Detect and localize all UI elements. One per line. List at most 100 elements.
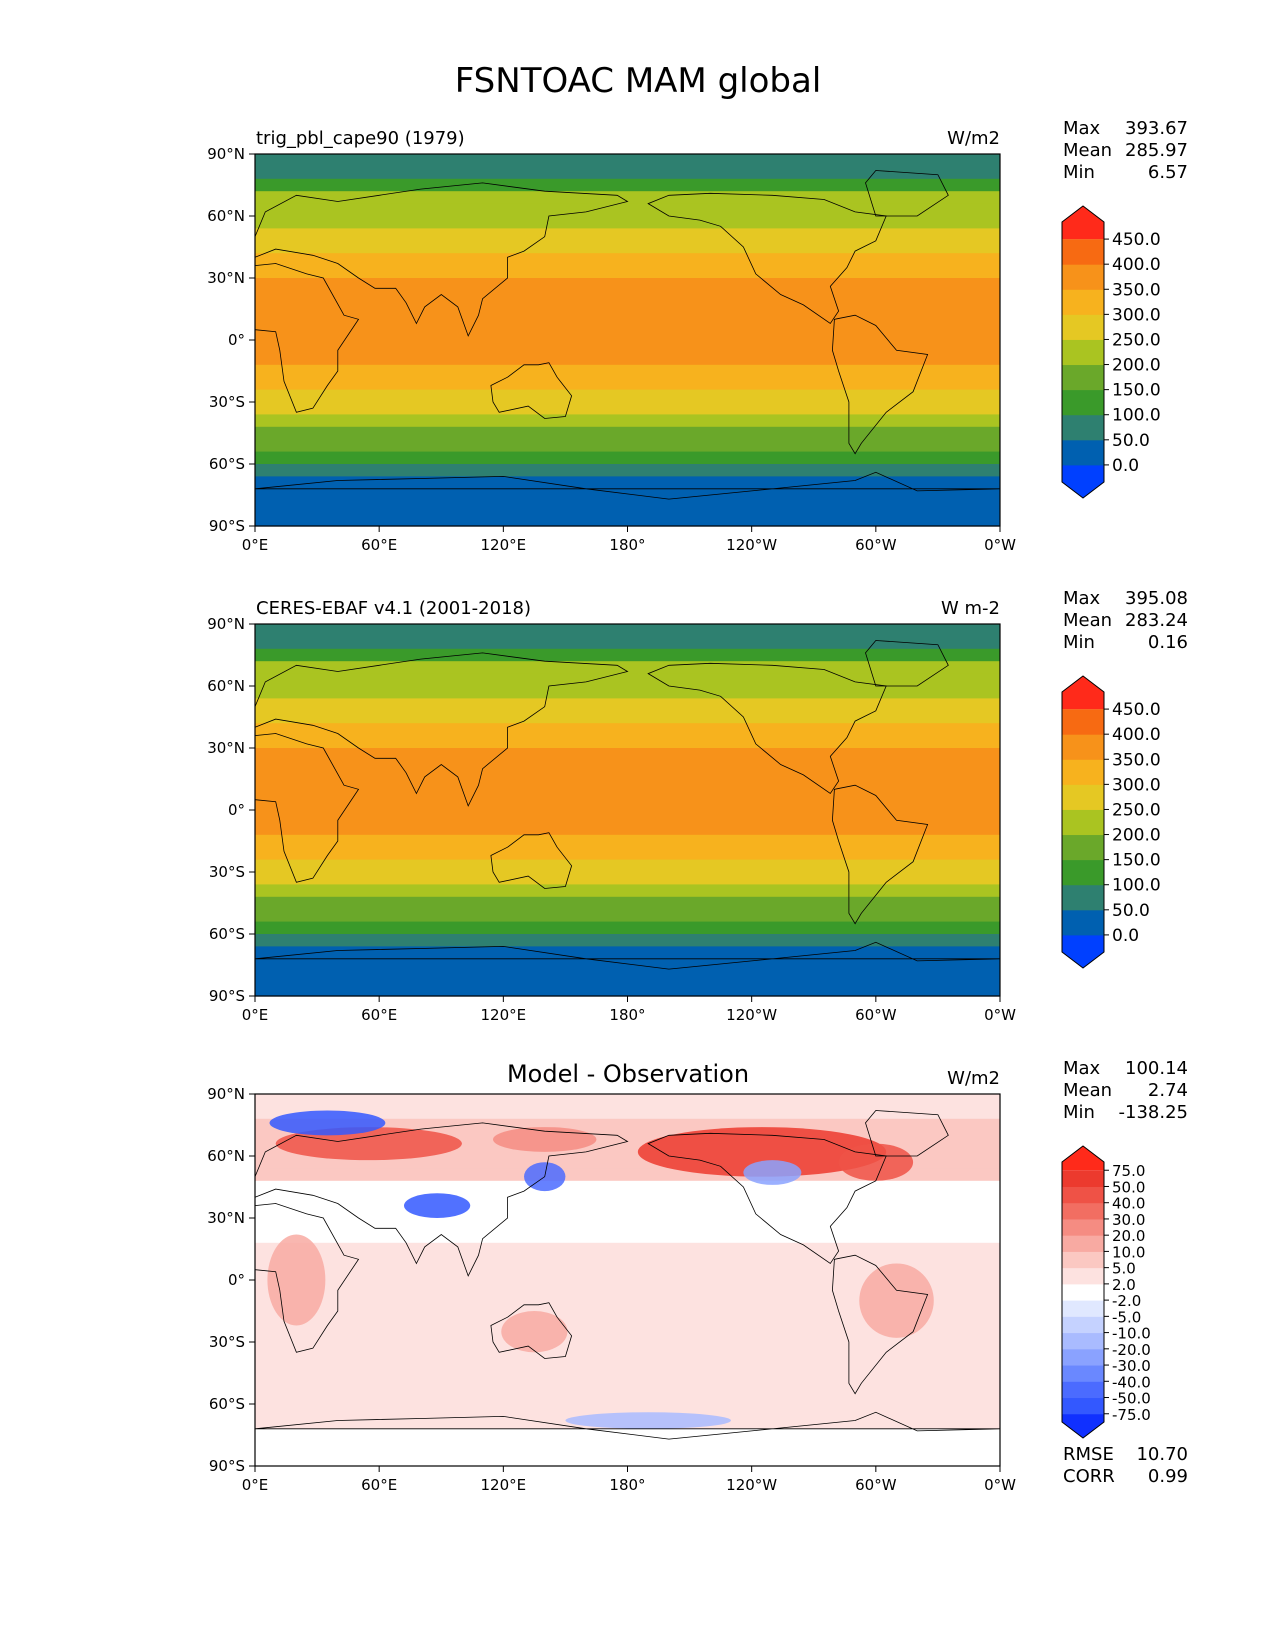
colorbar-label: 450.0	[1112, 230, 1161, 250]
coastline	[254, 182, 629, 337]
field-band	[255, 1292, 1000, 1306]
stat-value: 0.16	[1148, 632, 1188, 653]
colorbar-cell	[1062, 339, 1104, 366]
colorbar-cell	[1062, 809, 1104, 836]
bias-region	[838, 1143, 914, 1181]
colorbar-label: 50.0	[1112, 431, 1150, 451]
coastlines	[254, 640, 1001, 970]
colorbar-label: 300.0	[1112, 305, 1161, 325]
field-band	[255, 1453, 1000, 1467]
lat-tick-label: 30°N	[207, 269, 245, 287]
field-band	[255, 476, 1000, 490]
field-band	[255, 983, 1000, 997]
field-band	[255, 1205, 1000, 1219]
lon-tick-label: 120°W	[726, 1476, 777, 1494]
coastline	[254, 471, 1001, 500]
field-band	[255, 636, 1000, 650]
colorbar-label: 300.0	[1112, 775, 1161, 795]
lat-tick-label: 0°	[228, 1271, 245, 1289]
bias-region	[267, 1234, 326, 1326]
field-band	[255, 1218, 1000, 1231]
colorbar-cell	[1062, 909, 1104, 936]
coastline	[831, 314, 929, 455]
footer-stat-label: CORR	[1063, 1466, 1115, 1487]
stat-label: Mean	[1063, 610, 1112, 631]
field-band	[255, 896, 1000, 910]
colorbar-cell	[1062, 1397, 1104, 1415]
field-band	[255, 389, 1000, 403]
lat-tick-label: 60°N	[207, 677, 245, 695]
panel-units: W/m2	[947, 1068, 1000, 1089]
colorbar-label: 0.0	[1112, 926, 1139, 946]
field-band	[255, 822, 1000, 836]
colorbar-cell	[1062, 1235, 1104, 1252]
colorbar-cell	[1062, 1413, 1104, 1438]
field-band	[255, 178, 1000, 192]
stat-label: Mean	[1063, 140, 1112, 161]
footer-stat-value: 0.99	[1148, 1466, 1188, 1487]
colorbar-cell	[1062, 206, 1104, 240]
colorbar-label: 30.0	[1112, 1211, 1145, 1229]
panel-units: W m-2	[941, 598, 1000, 619]
field-band	[255, 1404, 1000, 1417]
colorbar-cell	[1062, 1283, 1104, 1301]
field-band	[255, 240, 1000, 254]
field-band	[255, 1118, 1000, 1132]
stat-label: Min	[1063, 1102, 1095, 1123]
field-band	[255, 698, 1000, 712]
lat-tick-label: 90°S	[209, 1457, 245, 1475]
lon-tick-label: 0°W	[984, 536, 1016, 554]
bias-region	[404, 1193, 471, 1218]
colorbar-cell	[1062, 1300, 1104, 1317]
lon-tick-label: 60°E	[361, 1476, 397, 1494]
field-band	[255, 1255, 1000, 1269]
field-band	[255, 859, 1000, 873]
colorbar-label: 400.0	[1112, 725, 1161, 745]
field-band	[255, 946, 1000, 960]
lon-tick-label: 120°W	[726, 1006, 777, 1024]
lon-tick-label: 60°W	[855, 1476, 897, 1494]
figure-title: FSNTOAC MAM global	[455, 61, 822, 101]
colorbar-label: 350.0	[1112, 750, 1161, 770]
colorbar-cell	[1062, 1218, 1104, 1236]
colorbar-outline	[1061, 675, 1105, 969]
field-band	[255, 1366, 1000, 1380]
field-band	[255, 278, 1000, 291]
lat-tick-label: 30°S	[209, 393, 245, 411]
lon-tick-label: 60°W	[855, 536, 897, 554]
colorbar-label: -2.0	[1112, 1292, 1141, 1310]
coastline	[647, 1132, 887, 1265]
footer-stat-value: 10.70	[1136, 1444, 1188, 1465]
panel-title: CERES-EBAF v4.1 (2001-2018)	[256, 598, 531, 619]
field-band	[255, 884, 1000, 898]
field-band	[255, 797, 1000, 811]
field-band	[255, 402, 1000, 415]
panel-1: trig_pbl_cape90 (1979) W/m2 90°N 60°N 30°N 0°…	[207, 118, 1188, 554]
colorbar-cell	[1062, 734, 1104, 760]
field-band	[255, 439, 1000, 453]
field-band	[255, 785, 1000, 799]
lon-tick-label: 0°E	[242, 536, 269, 554]
stat-value: 6.57	[1148, 162, 1188, 183]
stat-value: 285.97	[1125, 140, 1188, 161]
colorbar-outline	[1061, 1145, 1105, 1439]
map-field	[255, 624, 1000, 997]
field-band	[255, 228, 1000, 242]
coastline	[831, 784, 929, 925]
field-band	[255, 327, 1000, 341]
field-band	[255, 290, 1000, 304]
bias-region	[492, 1127, 597, 1152]
stat-label: Min	[1063, 632, 1095, 653]
colorbar-cell	[1062, 439, 1104, 466]
field-band	[255, 1354, 1000, 1368]
bias-region	[565, 1412, 731, 1429]
field-band	[255, 710, 1000, 724]
lon-tick-label: 0°W	[984, 1476, 1016, 1494]
colorbar-cell	[1062, 1348, 1104, 1366]
colorbar-cell	[1062, 834, 1104, 861]
panel-units: W/m2	[947, 128, 1000, 149]
colorbar-label: -20.0	[1112, 1341, 1151, 1359]
stat-value: 283.24	[1125, 610, 1188, 631]
field-band	[255, 958, 1000, 972]
colorbar-label: 200.0	[1112, 826, 1161, 846]
